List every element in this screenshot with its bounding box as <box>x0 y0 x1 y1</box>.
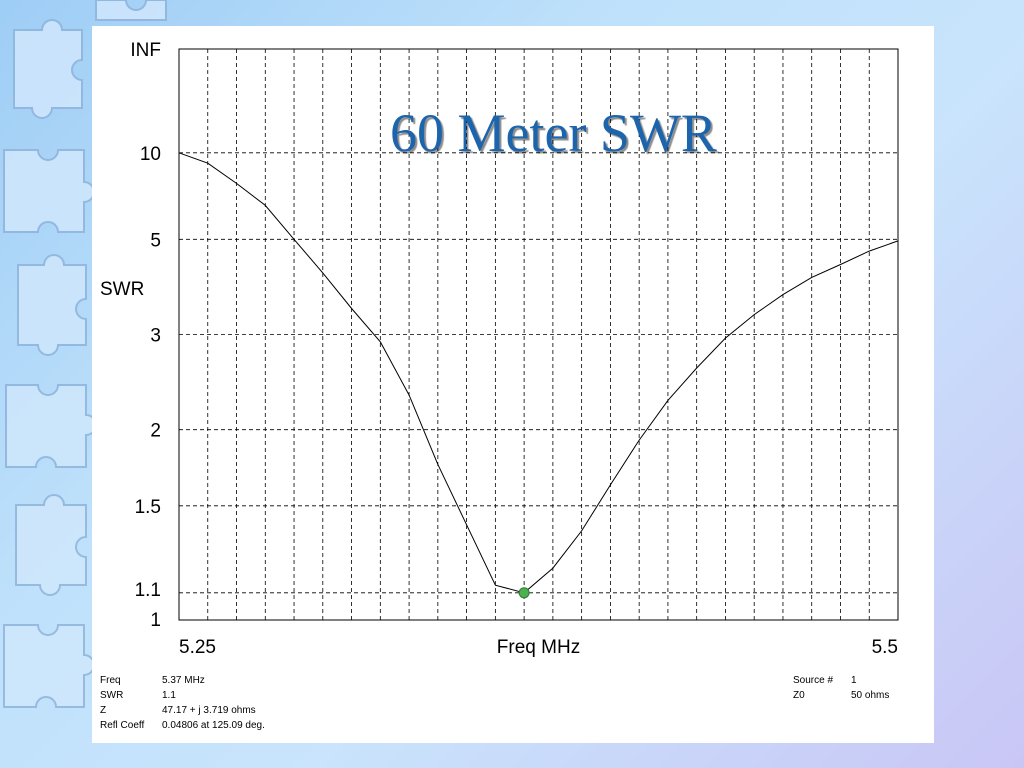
swr-label: SWR <box>100 690 124 701</box>
x-tick-label: 5.25 <box>179 637 216 658</box>
y-axis-label: SWR <box>100 279 144 300</box>
y-tick-label: 1.1 <box>135 580 161 601</box>
y-tick-label: INF <box>130 40 161 61</box>
puzzle-piece <box>3 149 95 233</box>
puzzle-piece <box>5 384 97 468</box>
y-tick-label: 1 <box>150 610 161 631</box>
puzzle-piece <box>13 19 83 119</box>
x-tick-label: 5.5 <box>872 637 898 658</box>
source-value: 1 <box>851 675 857 686</box>
refl-coeff-label: Refl Coeff <box>100 720 145 731</box>
puzzle-piece <box>17 254 87 356</box>
source-label: Source # <box>793 675 834 686</box>
puzzle-piece <box>15 494 87 596</box>
puzzle-piece <box>95 0 167 21</box>
y-tick-label: 10 <box>140 144 161 165</box>
swr-curve <box>178 152 899 594</box>
z0-label: Z0 <box>793 690 805 701</box>
puzzle-piece <box>3 624 95 708</box>
chart-title: 60 Meter SWR <box>390 103 717 163</box>
refl-coeff-value: 0.04806 at 125.09 deg. <box>162 720 265 731</box>
y-tick-label: 3 <box>150 326 161 347</box>
y-tick-label: 1.5 <box>135 497 161 518</box>
marker-point <box>518 587 530 599</box>
z0-value: 50 ohms <box>851 690 890 701</box>
readout-right: Source # 1 Z0 50 ohms <box>793 673 889 703</box>
swr-chart: INF 10 5 3 2 1.5 1.1 1 SWR 5.25 5.5 Freq MHz <box>100 40 899 658</box>
x-axis-label: Freq MHz <box>497 637 580 658</box>
chart-panel: INF 10 5 3 2 1.5 1.1 1 SWR 5.25 5.5 Freq MHz 60 Met… <box>92 26 934 743</box>
y-tick-label: 5 <box>150 230 161 251</box>
z-label: Z <box>100 705 107 716</box>
freq-label: Freq <box>100 675 121 686</box>
readout-left: Freq 5.37 MHz SWR 1.1 Z 47.17 + j 3.719 ohm… <box>100 673 265 733</box>
z-value: 47.17 + j 3.719 ohms <box>162 705 256 716</box>
y-tick-label: 2 <box>150 421 161 442</box>
freq-value: 5.37 MHz <box>162 675 205 686</box>
swr-value: 1.1 <box>162 690 176 701</box>
